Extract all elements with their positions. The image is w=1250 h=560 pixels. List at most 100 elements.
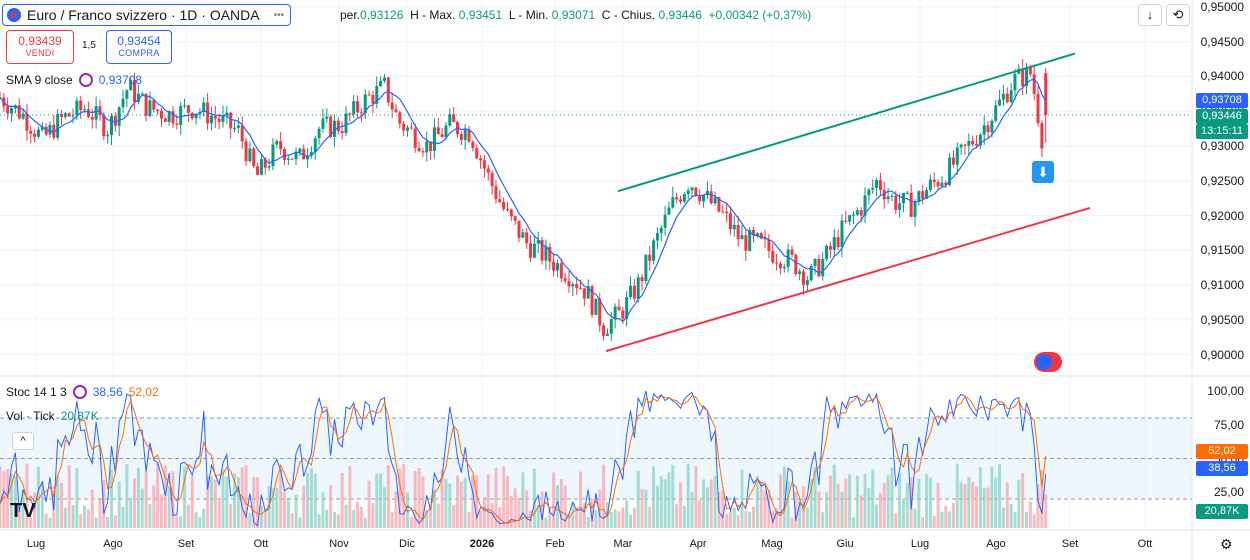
volume-bar: [652, 466, 656, 528]
candle-body: [552, 261, 556, 271]
buy-button[interactable]: 0,93454 COMPRA: [106, 30, 172, 64]
candle-body: [894, 195, 898, 210]
volume-bar: [532, 468, 536, 528]
volume-bar: [429, 504, 433, 528]
sell-button[interactable]: 0,93439 VENDI: [6, 30, 74, 64]
volume-bar: [705, 487, 709, 528]
candle-body: [605, 333, 609, 336]
volume-bar: [83, 505, 87, 528]
volume-bar: [698, 499, 702, 528]
candle-body: [925, 189, 929, 199]
volume-bar: [686, 463, 690, 528]
volume-bar: [306, 473, 310, 528]
candle-body: [586, 286, 590, 299]
candle-body: [871, 187, 875, 190]
candle-body: [167, 111, 171, 122]
volume-bar: [575, 508, 579, 528]
volume-bar: [936, 482, 940, 528]
volume-bar: [2, 471, 6, 528]
volume-bar: [125, 464, 129, 528]
candle-body: [17, 105, 21, 119]
sma-settings-icon[interactable]: [78, 73, 93, 87]
event-flag-icon[interactable]: [1034, 352, 1062, 372]
volume-bar: [436, 503, 440, 528]
volume-legend[interactable]: Vol · Tick 20,87K: [6, 409, 99, 423]
stoch-legend[interactable]: Stoc 14 1 3 38,56 52,02: [6, 385, 159, 399]
volume-bar: [859, 495, 863, 528]
volume-bar: [636, 470, 640, 528]
more-options-icon[interactable]: •••: [273, 9, 285, 21]
volume-bar: [240, 467, 244, 528]
volume-bar: [152, 485, 156, 528]
candle-body: [794, 254, 798, 275]
volume-bar: [863, 474, 867, 528]
candle-body: [967, 140, 971, 146]
candle-body: [1032, 74, 1036, 94]
candle-body: [406, 127, 410, 131]
candle-body: [913, 202, 917, 217]
candle-body: [998, 99, 1002, 106]
volume-bar: [505, 476, 509, 528]
volume-bar: [598, 489, 602, 528]
volume-bar: [925, 474, 929, 528]
candle-body: [663, 214, 667, 228]
candle-body: [202, 102, 206, 113]
volume-bar: [290, 513, 294, 528]
reset-view-button[interactable]: ⟲: [1166, 4, 1190, 26]
stoch-settings-icon[interactable]: [72, 385, 87, 399]
down-arrow-icon[interactable]: ⬇: [1032, 161, 1054, 183]
candle-body: [102, 115, 106, 137]
collapse-pane-button[interactable]: ^: [12, 432, 34, 450]
candle-body: [832, 237, 836, 250]
volume-bar: [1017, 479, 1021, 528]
candle-body: [582, 288, 586, 299]
volume-bar: [832, 464, 836, 528]
sma-legend[interactable]: SMA 9 close 0,93708: [6, 73, 143, 87]
candle-body: [332, 120, 336, 137]
candle-body: [1028, 66, 1032, 75]
volume-bar: [725, 513, 729, 528]
volume-bar: [225, 476, 229, 528]
volume-bar: [144, 471, 148, 528]
volume-bar: [359, 506, 363, 528]
candle-body: [36, 129, 40, 137]
gear-icon[interactable]: ⚙: [1220, 536, 1233, 552]
candle-body: [175, 123, 179, 125]
candle-body: [290, 158, 294, 160]
volume-bar: [21, 489, 25, 528]
volume-bar: [986, 487, 990, 528]
volume-bar: [502, 466, 506, 528]
volume-bar: [778, 474, 782, 528]
volume-bar: [490, 503, 494, 528]
candle-body: [636, 277, 640, 299]
volume-bar: [106, 516, 110, 528]
candle-body: [190, 112, 194, 119]
volume-bar: [33, 492, 37, 528]
candle-body: [348, 113, 352, 115]
candle-body: [267, 166, 271, 168]
volume-bar: [886, 475, 890, 528]
price-axis-label: 0,91000: [1200, 278, 1244, 293]
candle-body: [275, 141, 279, 145]
candle-body: [213, 115, 217, 119]
candle-body: [613, 306, 617, 320]
candle-body: [994, 105, 998, 121]
volume-bar: [471, 475, 475, 528]
symbol-header[interactable]: Euro / Franco svizzero · 1D · OANDA •••: [2, 4, 292, 26]
candle-body: [309, 151, 313, 156]
candle-body: [840, 220, 844, 248]
volume-bar: [329, 485, 333, 528]
volume-bar: [63, 507, 67, 528]
volume-bar: [179, 516, 183, 528]
candle-body: [763, 238, 767, 240]
volume-bar: [709, 479, 713, 528]
candle-body: [413, 128, 417, 148]
scroll-down-button[interactable]: ↓: [1138, 4, 1162, 26]
volume-bar: [736, 515, 740, 528]
candle-body: [767, 239, 771, 252]
sma-line: [0, 78, 1047, 323]
volume-bar: [802, 486, 806, 528]
volume-bar: [256, 477, 260, 528]
stoch-axis-label: 100,00: [1207, 384, 1244, 398]
